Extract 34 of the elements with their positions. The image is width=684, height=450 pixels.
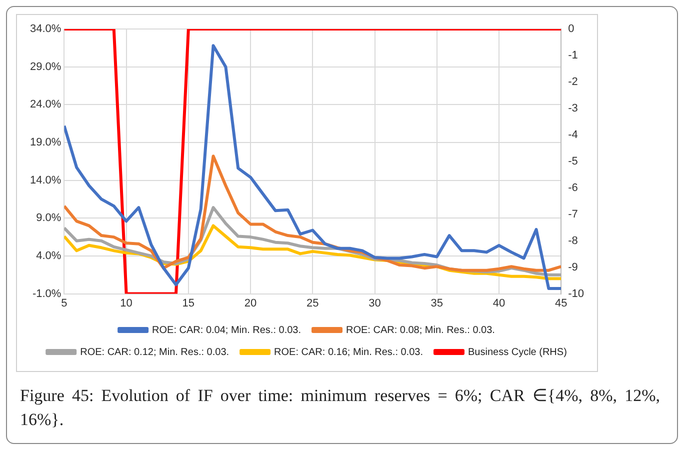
caption: Figure 45: Evolution of IF over time: minimum reserves = 6%; CAR ∈{4%, 8%, 12%, 16%}. [20, 385, 660, 431]
y-tick-label: 29.0% [30, 60, 62, 73]
x-tick-label: 15 [182, 297, 195, 310]
y2-tick-label: 0 [568, 23, 574, 36]
y2-tick-label: -9 [568, 261, 578, 274]
x-tick-label: 40 [492, 297, 506, 310]
legend-label: ROE: CAR: 0.12; Min. Res.: 0.03. [80, 346, 230, 358]
x-tick-label: 30 [368, 297, 381, 310]
x-tick-label: 5 [61, 297, 68, 310]
legend-label: ROE: CAR: 0.08; Min. Res.: 0.03. [346, 324, 495, 336]
x-tick-label: 35 [430, 297, 443, 310]
y2-tick-label: -3 [568, 102, 578, 114]
y-tick-label: -1.0% [32, 288, 62, 300]
y2-tick-label: -5 [568, 155, 578, 168]
y-tick-label: 34.0% [30, 23, 62, 36]
y2-tick-label: -2 [568, 76, 578, 88]
x-tick-label: 45 [554, 297, 568, 310]
y2-tick-label: -10 [568, 288, 584, 300]
x-tick-label: 20 [244, 297, 257, 310]
y-tick-label: 4.0% [36, 250, 62, 262]
y-tick-label: 24.0% [30, 98, 62, 111]
x-tick-label: 25 [306, 297, 319, 310]
y2-tick-label: -8 [568, 234, 578, 247]
legend-label: Business Cycle (RHS) [468, 346, 567, 358]
y2-tick-label: -4 [568, 128, 578, 141]
y2-tick-label: -6 [568, 182, 578, 194]
y-tick-label: 9.0% [36, 212, 62, 224]
x-tick-label: 10 [120, 297, 132, 310]
legend-label: ROE: CAR: 0.16; Min. Res.: 0.03. [274, 346, 423, 358]
y2-tick-label: -7 [568, 208, 578, 220]
legend-label: ROE: CAR: 0.04; Min. Res.: 0.03. [152, 324, 302, 336]
y-tick-label: 14.0% [30, 174, 62, 186]
y2-tick-label: -1 [568, 50, 578, 62]
y-tick-label: 19.0% [30, 136, 62, 149]
